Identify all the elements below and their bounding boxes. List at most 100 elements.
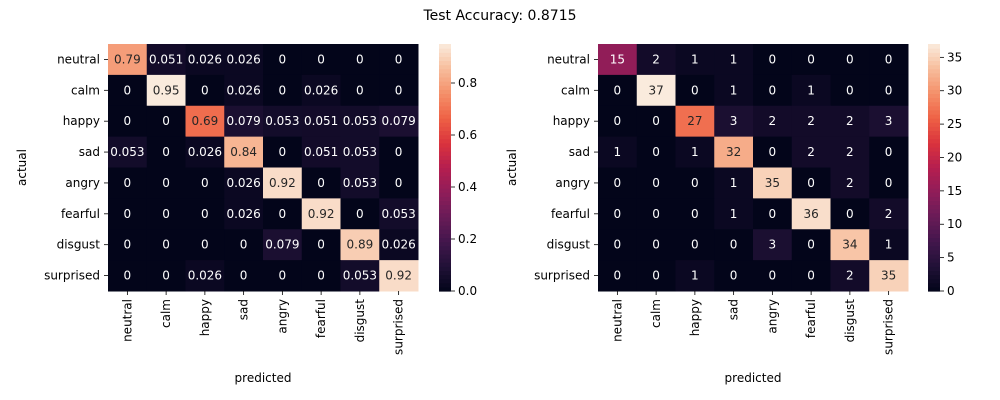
colorbar-segment [439, 175, 451, 181]
y-tick-label: disgust [57, 238, 101, 252]
cell-value-label: 0.026 [226, 176, 260, 190]
cell-value-label: 0.079 [381, 114, 415, 128]
cell-value-label: 3 [769, 238, 777, 252]
heatmap-cell [830, 167, 870, 199]
cell-value-label: 0 [652, 269, 660, 283]
x-axis-label: predicted [235, 371, 292, 385]
x-tick-label: calm [159, 299, 173, 328]
cell-value-label: 0 [279, 145, 287, 159]
heatmap-cell [869, 136, 909, 169]
colorbar-segment [928, 245, 940, 251]
cell-value-label: 0 [395, 145, 403, 159]
cell-value-label: 0 [395, 83, 403, 97]
cell-value-label: 0 [162, 145, 170, 159]
heatmap-cell [714, 260, 754, 292]
heatmap-cell [108, 167, 148, 199]
cell-value-label: 37 [648, 83, 663, 97]
cell-value-label: 0 [317, 269, 325, 283]
heatmap-cell [146, 198, 186, 230]
colorbar-segment [928, 101, 940, 107]
cell-value-label: 0.053 [343, 114, 377, 128]
cell-value-label: 0.92 [269, 176, 296, 190]
cell-value-label: 0 [846, 52, 854, 66]
heatmap-cell [636, 44, 676, 76]
cell-value-label: 1 [885, 238, 893, 252]
cell-value-label: 0 [846, 83, 854, 97]
cell-value-label: 2 [885, 207, 893, 221]
cell-value-label: 0 [124, 269, 132, 283]
cell-value-label: 2 [846, 269, 854, 283]
heatmap-cell [791, 74, 831, 107]
heatmap-cell [340, 229, 380, 261]
heatmap-cell [379, 74, 419, 107]
cell-value-label: 0.026 [226, 207, 260, 221]
cell-value-label: 0.026 [188, 145, 222, 159]
heatmap-cell [598, 260, 638, 292]
colorbar-segment [928, 93, 940, 99]
colorbar-segment [928, 171, 940, 177]
colorbar-segment [439, 85, 451, 90]
heatmap-cell [598, 74, 638, 107]
cell-value-label: 35 [881, 269, 896, 283]
cell-value-label: 0 [279, 269, 287, 283]
heatmap-cell [753, 198, 793, 230]
cell-value-label: 0 [769, 207, 777, 221]
colorbar-segment [439, 179, 451, 185]
colorbar-segment [439, 134, 451, 140]
x-tick-label: neutral [120, 299, 134, 342]
heatmap-cell [146, 167, 186, 199]
colorbar-segment [439, 48, 451, 53]
heatmap-cell [753, 136, 793, 169]
colorbar-segment [928, 126, 940, 132]
heatmap-cell [830, 44, 870, 76]
colorbar-segment [439, 274, 451, 280]
heatmap-cell [379, 198, 419, 230]
colorbar-segment [439, 113, 451, 119]
cell-value-label: 0.079 [265, 238, 299, 252]
colorbar-segment [928, 85, 940, 90]
heatmap-cell [185, 229, 225, 261]
cell-value-label: 0.079 [226, 114, 260, 128]
colorbar-tick-label: 25 [947, 117, 962, 131]
cell-value-label: 0 [691, 207, 699, 221]
colorbar-normalized: 0.0 0.2 0.4 0.6 0.8 [439, 44, 477, 298]
colorbar-segment [928, 105, 940, 111]
cell-value-label: 0 [885, 176, 893, 190]
heatmap-cell [301, 260, 341, 292]
heatmap-cell [340, 136, 380, 169]
colorbar-segment [928, 175, 940, 181]
cell-value-label: 0 [614, 207, 622, 221]
cell-value-label: 0.026 [226, 52, 260, 66]
heatmap-cell [791, 167, 831, 199]
y-tick-label: fearful [551, 207, 590, 221]
cell-value-label: 0 [885, 52, 893, 66]
cell-value-label: 0 [124, 176, 132, 190]
heatmap-cell [108, 74, 148, 107]
cell-value-label: 0.89 [347, 238, 374, 252]
x-tick-label: calm [649, 299, 663, 328]
heatmap-cell [185, 198, 225, 230]
heatmap-cell [263, 44, 303, 76]
y-tick-label: sad [79, 145, 100, 159]
cell-value-label: 0.053 [265, 114, 299, 128]
heatmap-cell [379, 105, 419, 138]
x-tick-label: angry [765, 299, 779, 334]
heatmap-cell [379, 167, 419, 199]
cell-value-label: 2 [846, 145, 854, 159]
cell-value-label: 0.053 [381, 207, 415, 221]
cell-value-label: 0 [807, 238, 815, 252]
heatmap-cell [379, 260, 419, 292]
cell-value-label: 0.92 [385, 269, 412, 283]
colorbar-segment [928, 44, 940, 49]
heatmap-cell [185, 105, 225, 138]
y-tick-label: angry [65, 176, 100, 190]
heatmap-cell [675, 198, 715, 230]
colorbar-segment [928, 118, 940, 123]
heatmap-cell [263, 198, 303, 230]
colorbar-segment [928, 266, 940, 272]
heatmap-cell [224, 74, 264, 107]
colorbar-segment [439, 126, 451, 132]
colorbar-segment [439, 89, 451, 94]
heatmap-cell [830, 74, 870, 107]
cell-value-label: 0 [885, 83, 893, 97]
